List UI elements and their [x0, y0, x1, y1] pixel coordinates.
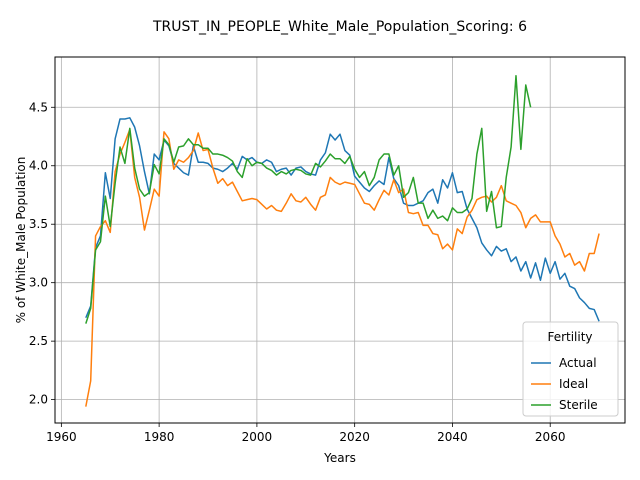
y-tick-label: 3.5	[29, 217, 48, 231]
x-tick-label: 2040	[437, 430, 468, 444]
y-tick-label: 4.0	[29, 159, 48, 173]
chart-title: TRUST_IN_PEOPLE_White_Male_Population_Sc…	[152, 19, 527, 35]
plot-frame	[54, 56, 626, 424]
y-tick-label: 4.5	[29, 100, 48, 114]
x-tick-label: 1960	[46, 430, 77, 444]
y-tick-label: 2.0	[29, 393, 48, 407]
legend-label-sterile: Sterile	[559, 398, 598, 412]
x-tick-label: 2060	[535, 430, 566, 444]
y-tick-label: 3.0	[29, 276, 48, 290]
grid	[55, 57, 625, 423]
legend-title: Fertility	[547, 330, 592, 344]
y-axis-label: % of White_Male Population	[14, 157, 28, 324]
legend-items: Actual Ideal Sterile	[531, 356, 598, 412]
x-axis-label: Years	[323, 451, 356, 465]
x-tick-label: 1980	[144, 430, 175, 444]
legend-box	[522, 321, 619, 417]
y-axis-ticks: 2.0 2.5 3.0 3.5 4.0 4.5	[29, 100, 55, 407]
series-line-sterile	[85, 74, 532, 324]
legend: Fertility Actual Ideal Sterile	[522, 321, 619, 417]
x-tick-label: 2020	[339, 430, 370, 444]
y-tick-label: 2.5	[29, 334, 48, 348]
legend-label-ideal: Ideal	[559, 377, 588, 391]
x-axis-ticks: 1960 1980 2000 2020 2040 2060	[46, 423, 565, 444]
x-tick-label: 2000	[242, 430, 273, 444]
legend-label-actual: Actual	[559, 356, 597, 370]
series-lines	[85, 74, 600, 407]
